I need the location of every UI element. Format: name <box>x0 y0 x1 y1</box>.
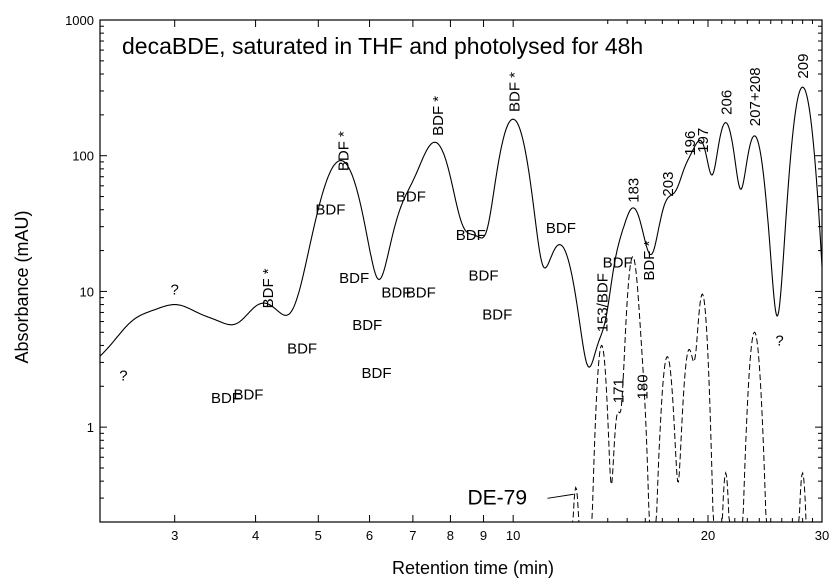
y-tick-label: 10 <box>80 284 94 299</box>
peak-label: BDF * <box>260 268 277 308</box>
x-tick-label: 8 <box>447 528 454 543</box>
peak-label: BDF <box>603 255 633 272</box>
peak-label: BDF <box>546 220 576 237</box>
x-tick-label: 3 <box>171 528 178 543</box>
x-tick-label: 30 <box>815 528 829 543</box>
x-tick-label: 10 <box>506 528 520 543</box>
peak-label: BDF <box>406 285 436 302</box>
y-tick-label: 1000 <box>65 13 94 28</box>
peak-label: BDF <box>381 285 411 302</box>
peak-label: BDF <box>469 268 499 285</box>
peak-label: 180 <box>635 374 652 399</box>
trace-group <box>99 86 823 523</box>
x-axis-title: Retention time (min) <box>392 558 554 578</box>
peak-label: BDF <box>287 340 317 357</box>
x-tick-label: 5 <box>315 528 322 543</box>
axis-ticks: 3 4 5 6 7 8 9 10 20 30 1 10 100 1000 <box>65 13 829 543</box>
peak-label: BDF <box>211 390 241 407</box>
peak-label: 207+208 <box>747 67 764 126</box>
chart-title: decaBDE, saturated in THF and photolysed… <box>122 33 643 59</box>
peak-label: 196 <box>682 131 699 156</box>
peak-label: BDF <box>396 188 426 205</box>
peak-label: 206 <box>718 90 735 115</box>
peak-label: BDF <box>456 227 486 244</box>
y-tick-label: 100 <box>72 149 94 164</box>
x-tick-label: 9 <box>480 528 487 543</box>
x-tick-label: 4 <box>252 528 259 543</box>
peak-label: 171 <box>611 378 628 403</box>
peak-label: 197 <box>695 128 712 153</box>
peak-label: BDF <box>352 317 382 334</box>
x-tick-label: 20 <box>701 528 715 543</box>
de79-leader-line <box>547 493 574 499</box>
peak-label: BDF <box>233 386 263 403</box>
peak-label: BDF * <box>641 241 658 281</box>
peak-label: BDF <box>339 270 369 287</box>
peak-label: 153/BDF <box>595 273 612 332</box>
peak-label: 209 <box>795 54 812 79</box>
peak-label: BDF * <box>336 131 353 171</box>
peak-label: ? <box>119 368 127 385</box>
sample-trace <box>99 86 823 368</box>
de79-series-label: DE-79 <box>467 486 527 509</box>
peak-label: BDF * <box>507 72 524 112</box>
plot-frame <box>99 19 823 523</box>
x-tick-label: 6 <box>366 528 373 543</box>
peak-label: ? <box>171 281 179 298</box>
peak-label: BDF <box>361 365 391 382</box>
peak-label: 183 <box>626 178 643 203</box>
peak-label: BDF <box>482 307 512 324</box>
peak-label: 203 <box>660 172 677 197</box>
x-tick-label: 7 <box>409 528 416 543</box>
peak-label: BDF * <box>430 96 447 136</box>
y-axis-title: Absorbance (mAU) <box>12 210 32 363</box>
peak-label: ? <box>775 332 783 349</box>
y-tick-label: 1 <box>87 420 94 435</box>
peak-label: BDF <box>315 201 345 218</box>
de79-trace <box>100 255 822 523</box>
